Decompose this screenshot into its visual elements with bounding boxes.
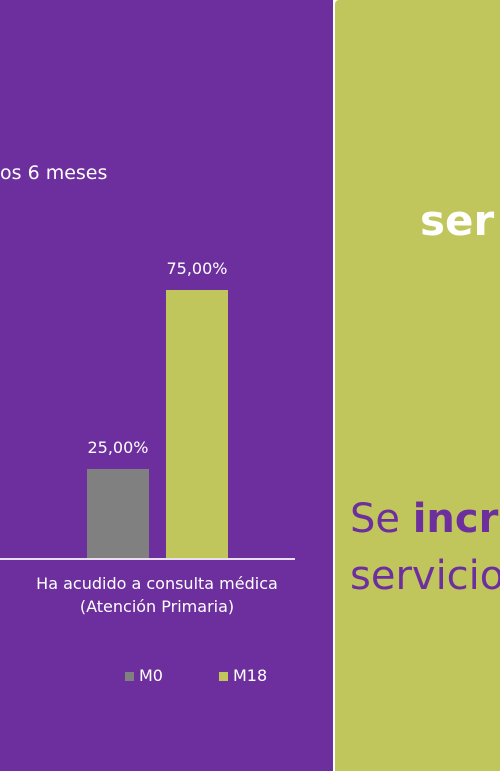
baseline: [0, 558, 295, 560]
legend-swatch: [125, 672, 134, 681]
statement-line-1: Se incr: [350, 496, 498, 542]
statement-bold: incr: [412, 496, 499, 542]
legend-swatch: [219, 672, 228, 681]
bar: [166, 290, 228, 558]
text-panel: ser Se incr servicio: [335, 0, 500, 771]
chart-panel: os 6 meses Ha acudido a consulta médica …: [0, 0, 333, 771]
bar: [87, 468, 149, 558]
statement-normal: Se: [350, 496, 400, 542]
value-label: 75,00%: [166, 259, 228, 278]
x-tick-label: Ha acudido a consulta médica (Atención P…: [36, 574, 278, 616]
chart-title: os 6 meses: [0, 162, 108, 184]
legend-label: M0: [139, 666, 163, 685]
statement-line-2: servicio: [350, 553, 500, 599]
legend-label: M18: [233, 666, 268, 685]
headline: ser: [420, 196, 495, 245]
value-label: 25,00%: [87, 437, 149, 457]
